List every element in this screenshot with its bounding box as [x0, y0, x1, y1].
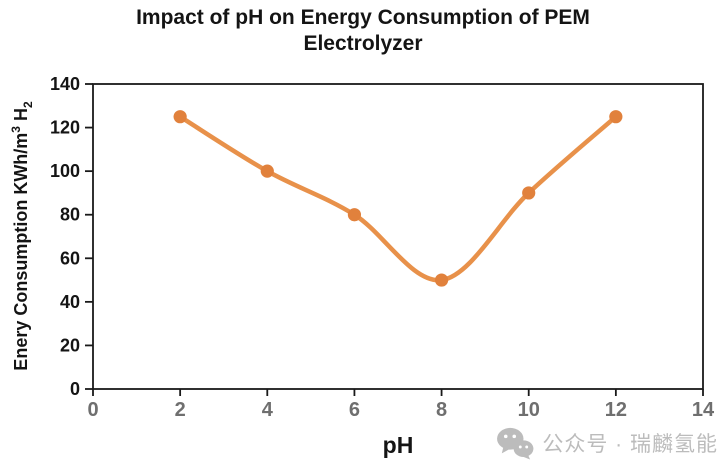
- x-tick-label: 12: [605, 399, 627, 421]
- x-tick-label: 14: [692, 399, 715, 421]
- y-axis-title-text: Enery Consumption KWh/m: [11, 132, 32, 371]
- data-point-marker: [609, 110, 623, 124]
- x-axis-title: pH: [382, 432, 414, 458]
- x-tick-label: 10: [518, 399, 540, 421]
- y-tick-label: 20: [60, 335, 80, 355]
- x-tick-label: 8: [436, 399, 447, 421]
- x-tick-label: 0: [87, 399, 98, 421]
- y-tick-label: 100: [50, 161, 80, 181]
- y-axis-title-subscript: 2: [20, 101, 35, 108]
- y-tick-label: 80: [60, 205, 80, 225]
- wechat-icon: [497, 427, 534, 460]
- plot-frame: [92, 83, 704, 390]
- x-tick-label: 2: [175, 399, 186, 421]
- energy-consumption-line: [177, 114, 619, 283]
- y-tick-label: 60: [60, 248, 80, 268]
- y-tick-label: 40: [60, 292, 80, 312]
- chart-title: Impact of pH on Energy Consumption of PE…: [136, 6, 590, 55]
- y-axis-title-superscript: 3: [9, 126, 24, 133]
- y-tick-label: 0: [70, 379, 80, 399]
- x-tick-label: 4: [262, 399, 274, 421]
- data-point-marker: [522, 186, 536, 200]
- y-axis-title: Enery Consumption KWh/m3 H2: [9, 101, 35, 370]
- data-point-marker: [347, 208, 362, 222]
- y-tick-label: 120: [50, 118, 80, 138]
- data-point-marker: [173, 110, 187, 124]
- data-point-marker: [434, 273, 449, 287]
- watermark: 公众号 · 瑞麟氢能: [496, 426, 718, 460]
- data-point-marker: [260, 164, 274, 178]
- y-tick-label: 140: [50, 74, 80, 94]
- watermark-text: 公众号 · 瑞麟氢能: [542, 433, 718, 456]
- y-axis-title-h: H: [11, 108, 32, 126]
- x-tick-label: 6: [349, 399, 360, 421]
